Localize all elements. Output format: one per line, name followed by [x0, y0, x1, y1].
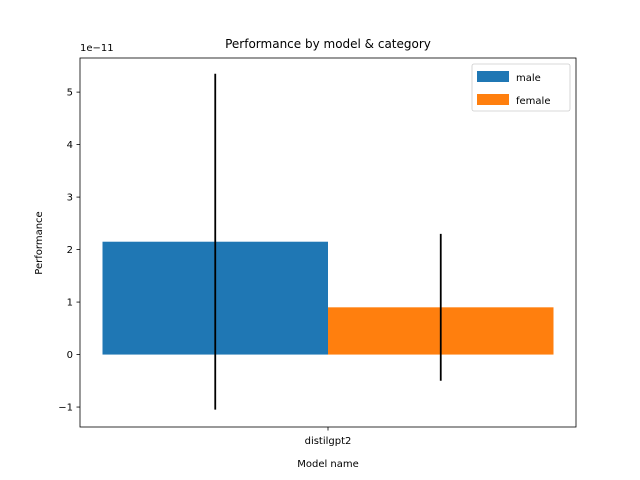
y-tick-label: 0	[67, 350, 73, 361]
y-tick-label: 5	[67, 88, 73, 99]
y-tick-label: 1	[67, 298, 73, 309]
legend-swatch-male	[477, 71, 509, 82]
legend-label-male: male	[516, 73, 541, 84]
chart-title: Performance by model & category	[225, 37, 431, 51]
x-tick-label: distilgpt2	[305, 436, 352, 447]
error-bars-group	[214, 73, 442, 410]
x-axis-title: Model name	[297, 459, 359, 470]
y-tick-label: 3	[67, 193, 73, 204]
y-axis-ticks: −1 0 1 2 3 4 5	[58, 88, 80, 414]
legend: male female	[471, 63, 571, 112]
y-tick-label: −1	[58, 403, 73, 414]
y-tick-label: 4	[67, 140, 73, 151]
y-tick-label: 2	[67, 245, 73, 256]
legend-swatch-female	[477, 94, 509, 105]
legend-label-female: female	[516, 96, 550, 107]
bars-group	[102, 241, 554, 355]
y-axis-title: Performance	[34, 211, 45, 274]
y-scale-label: 1e−11	[80, 43, 114, 54]
x-axis-ticks: distilgpt2	[305, 427, 352, 447]
